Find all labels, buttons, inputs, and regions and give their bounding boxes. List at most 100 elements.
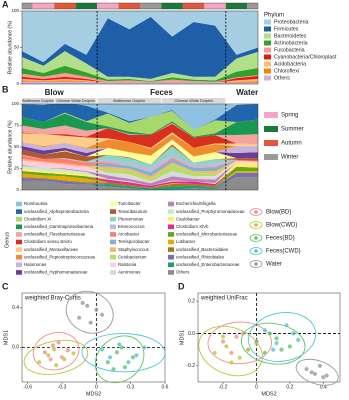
x-axis-label: MDS2 [86,391,101,397]
point [107,354,113,360]
legend-label: unclassified_Alphaproteobacteria [24,209,89,214]
y-axis-label: Relative abundance (%) [7,20,13,74]
legend-label: Clostridium XlVb [176,224,209,229]
legend-swatch [264,40,271,46]
area [22,122,258,145]
legend-label: unclassified_Peptostreptococcaceae [24,254,96,259]
point [295,337,301,343]
y-tick-label: 25 [14,166,20,171]
point [71,350,76,356]
point [262,350,268,356]
point [290,331,296,336]
point [53,362,59,368]
legend-swatch [264,47,271,53]
legend-dot [254,210,258,214]
legend-label: Clostridium XI [24,216,51,221]
point [105,359,111,365]
area [22,132,258,149]
legend-swatch [264,126,278,132]
point [142,345,147,350]
point [245,347,251,352]
legend-label: Actinobacteria [274,40,308,46]
point [88,320,93,326]
legend-label: Blow(BD) [266,210,291,216]
legend-swatch [110,216,116,222]
legend-dot [254,236,258,240]
point [220,339,226,344]
x-tick-label: 0 [255,384,258,390]
area [22,139,258,157]
area [22,160,258,182]
point [122,364,128,370]
y-tick-label: -0.2 [186,363,195,369]
point [284,323,289,328]
confidence-ellipse [198,325,263,377]
point [84,303,90,309]
frame [21,292,166,383]
legend-label: Tenacibaculum [118,209,148,214]
confidence-ellipse [81,333,166,373]
season-cell [140,3,162,9]
legend-swatch [264,33,271,39]
season-cell [75,3,98,9]
legend-swatch [110,247,116,252]
legend-label: unclassified_Porphyromonadaceae [176,209,245,214]
area [22,160,258,182]
point [317,363,323,369]
confidence-ellipse [32,332,80,371]
legend-ellipse [249,221,263,229]
y-tick-label: 0.2 [188,298,195,304]
point [61,356,67,362]
season-cell [225,3,248,9]
x-tick-label: 0.4 [320,384,327,390]
point [267,331,273,336]
area [22,104,258,130]
legend-dot [254,223,258,227]
legend-label: Enterococcus [118,224,145,229]
area [22,144,258,165]
y-axis-label: MDS1 [3,330,9,345]
point [126,359,131,365]
legend-label: Halomonas [24,262,47,267]
area [22,171,258,188]
legend-swatch [16,247,22,252]
season-cell [161,3,183,9]
point [134,352,139,358]
legend-label: Clostridium sensu stricto [24,239,72,244]
stack [22,11,258,84]
legend-swatch [16,239,22,245]
legend-swatch [264,54,271,60]
point [254,339,259,344]
legend-label: unclassified_Flavobacteriaceae [24,232,86,237]
area [22,162,258,184]
area [22,172,258,189]
season-cell [182,3,205,9]
x-axis-label: MDS2 [261,391,276,397]
legend-label: Terrisporobacter [118,239,150,244]
y-tick-label: 50 [14,45,20,50]
legend-label: Caulobacter [176,216,200,221]
legend-swatch [110,209,116,214]
legend-dot [254,262,258,266]
y-tick-label: 50 [14,144,20,149]
y-tick-label: 100 [11,101,19,106]
point [99,347,105,352]
legend-swatch [110,224,116,230]
confidence-ellipse [207,321,273,365]
point [76,315,82,321]
legend-label: Staphylococcus [118,247,150,252]
legend-swatch [168,209,174,214]
point [65,348,71,353]
area [22,11,258,63]
host-strip [22,98,54,104]
area [22,166,258,188]
legend-swatch [16,216,22,222]
legend-label: Arcobacter [118,232,140,237]
area [22,172,258,189]
x-tick-label: 0.6 [162,384,169,390]
y-tick-label: 0.4 [12,305,19,311]
x-tick-label: 0.3 [127,384,134,390]
y-axis-label: Relative abundance (%) [7,120,13,174]
legend-swatch [264,19,271,25]
